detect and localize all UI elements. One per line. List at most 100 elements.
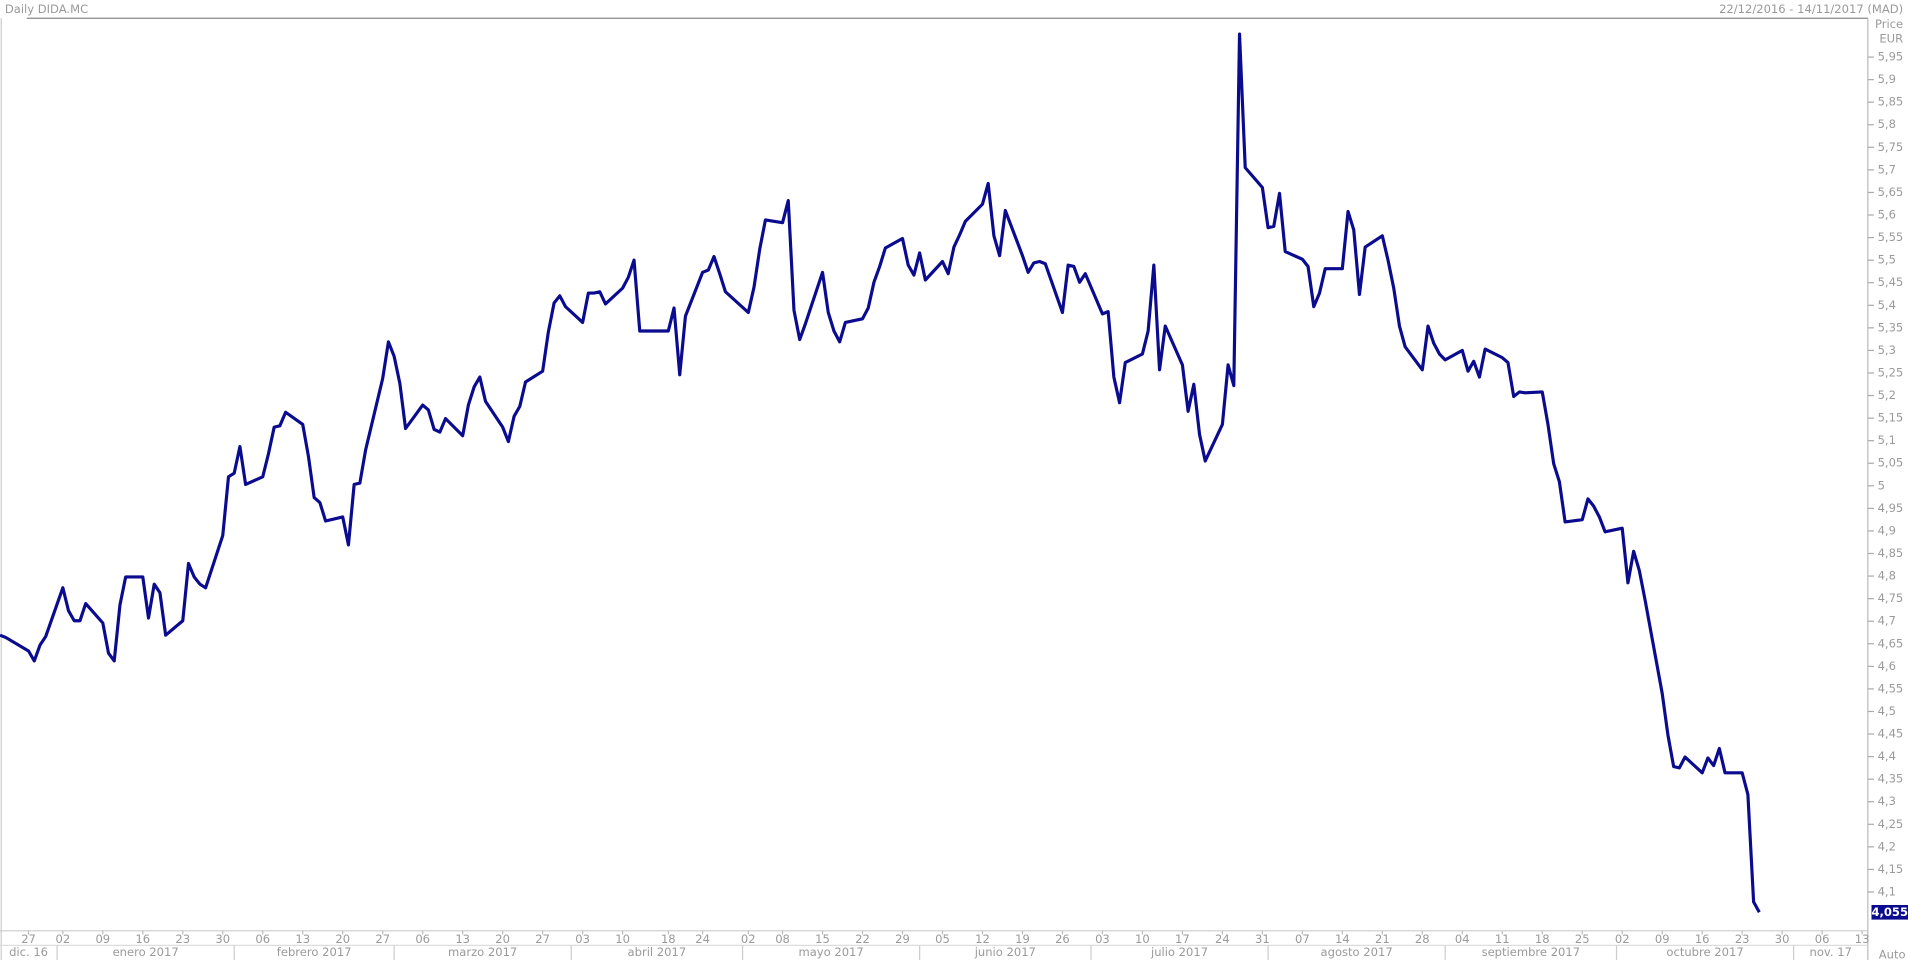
- month-label: septiembre 2017: [1482, 945, 1581, 959]
- x-tick-label: 06: [1815, 932, 1830, 946]
- y-tick-label: 5,75: [1878, 140, 1904, 154]
- x-tick-label: 05: [935, 932, 950, 946]
- y-tick-label: 4,2: [1878, 839, 1896, 853]
- x-tick-label: 10: [1135, 932, 1150, 946]
- x-tick-label: 16: [135, 932, 150, 946]
- x-tick-label: 18: [1535, 932, 1550, 946]
- x-tick-label: 12: [975, 932, 990, 946]
- scale-mode: Auto: [1879, 948, 1906, 960]
- x-tick-label: 02: [55, 932, 70, 946]
- y-tick-label: 4,4: [1878, 749, 1896, 763]
- x-tick-label: 10: [615, 932, 630, 946]
- x-tick-label: 13: [455, 932, 470, 946]
- y-tick-label: 4,15: [1878, 862, 1904, 876]
- y-tick-label: 5,65: [1878, 185, 1904, 199]
- x-tick-label: 27: [21, 932, 36, 946]
- x-tick-label: 08: [775, 932, 790, 946]
- y-tick-label: 5,2: [1878, 388, 1896, 402]
- x-tick-label: 03: [575, 932, 590, 946]
- month-label: mayo 2017: [798, 945, 863, 959]
- y-tick-label: 4,55: [1878, 681, 1904, 695]
- x-tick-label: 09: [1655, 932, 1670, 946]
- month-label: dic. 16: [9, 945, 48, 959]
- month-label: abril 2017: [628, 945, 687, 959]
- x-tick-label: 06: [255, 932, 270, 946]
- y-axis-unit: EUR: [1879, 31, 1903, 45]
- y-tick-label: 4,35: [1878, 772, 1904, 786]
- price-line: [0, 32, 1761, 914]
- month-label: agosto 2017: [1321, 945, 1393, 959]
- x-tick-label: 30: [215, 932, 230, 946]
- y-tick-label: 4,65: [1878, 636, 1904, 650]
- x-tick-label: 13: [295, 932, 310, 946]
- y-tick-label: 5,3: [1878, 343, 1896, 357]
- x-tick-label: 09: [95, 932, 110, 946]
- month-label: marzo 2017: [448, 945, 517, 959]
- date-range: 22/12/2016 - 14/11/2017 (MAD): [1719, 2, 1903, 16]
- y-tick-label: 5,95: [1878, 50, 1904, 64]
- x-tick-label: 20: [495, 932, 510, 946]
- y-tick-label: 5,25: [1878, 365, 1904, 379]
- y-tick-label: 4,5: [1878, 704, 1896, 718]
- x-tick-label: 18: [661, 932, 676, 946]
- x-tick-label: 06: [415, 932, 430, 946]
- month-label: enero 2017: [113, 945, 179, 959]
- y-tick-label: 5,7: [1878, 162, 1896, 176]
- x-tick-label: 20: [335, 932, 350, 946]
- month-label: julio 2017: [1150, 945, 1208, 959]
- x-tick-label: 16: [1695, 932, 1710, 946]
- x-tick-label: 23: [175, 932, 190, 946]
- month-label: octubre 2017: [1666, 945, 1743, 959]
- y-tick-label: 5,45: [1878, 275, 1904, 289]
- y-tick-label: 5,9: [1878, 72, 1896, 86]
- x-tick-label: 11: [1495, 932, 1510, 946]
- month-label: febrero 2017: [277, 945, 352, 959]
- x-tick-label: 14: [1335, 932, 1350, 946]
- y-tick-label: 5,8: [1878, 117, 1896, 131]
- y-tick-label: 4,7: [1878, 614, 1896, 628]
- y-tick-label: 5: [1878, 478, 1885, 492]
- y-tick-label: 4,6: [1878, 659, 1896, 673]
- x-tick-label: 22: [855, 932, 870, 946]
- x-tick-label: 17: [1175, 932, 1190, 946]
- y-tick-label: 4,75: [1878, 591, 1904, 605]
- y-tick-label: 5,35: [1878, 320, 1904, 334]
- x-tick-label: 31: [1255, 932, 1270, 946]
- x-tick-label: 24: [1215, 932, 1230, 946]
- x-tick-label: 15: [815, 932, 830, 946]
- y-tick-label: 5,5: [1878, 253, 1896, 267]
- x-tick-label: 27: [535, 932, 550, 946]
- x-tick-label: 04: [1455, 932, 1470, 946]
- last-price-label: 4,055: [1871, 905, 1908, 919]
- x-tick-label: 21: [1375, 932, 1390, 946]
- last-price-box: [1871, 904, 1908, 920]
- x-tick-label: 28: [1415, 932, 1430, 946]
- x-tick-label: 30: [1775, 932, 1790, 946]
- y-tick-label: 5,15: [1878, 411, 1904, 425]
- y-tick-label: 4,95: [1878, 501, 1904, 515]
- y-tick-label: 4,9: [1878, 523, 1896, 537]
- x-tick-label: 25: [1575, 932, 1590, 946]
- x-tick-label: 07: [1295, 932, 1310, 946]
- y-axis-title: Price: [1875, 17, 1903, 31]
- y-tick-label: 4,3: [1878, 794, 1896, 808]
- y-tick-label: 4,45: [1878, 727, 1904, 741]
- x-tick-label: 03: [1095, 932, 1110, 946]
- y-tick-label: 5,55: [1878, 230, 1904, 244]
- x-tick-label: 27: [375, 932, 390, 946]
- y-tick-label: 4,8: [1878, 569, 1896, 583]
- y-tick-label: 4,25: [1878, 817, 1904, 831]
- x-tick-label: 29: [895, 932, 910, 946]
- y-tick-label: 4,1: [1878, 884, 1896, 898]
- x-tick-label: 26: [1055, 932, 1070, 946]
- y-tick-label: 5,05: [1878, 456, 1904, 470]
- x-tick-label: 02: [741, 932, 756, 946]
- y-tick-label: 5,1: [1878, 433, 1896, 447]
- x-tick-label: 13: [1855, 932, 1870, 946]
- y-tick-label: 5,85: [1878, 95, 1904, 109]
- x-tick-label: 24: [695, 932, 710, 946]
- month-label: nov. 17: [1810, 945, 1852, 959]
- x-tick-label: 02: [1615, 932, 1630, 946]
- y-tick-label: 4,85: [1878, 546, 1904, 560]
